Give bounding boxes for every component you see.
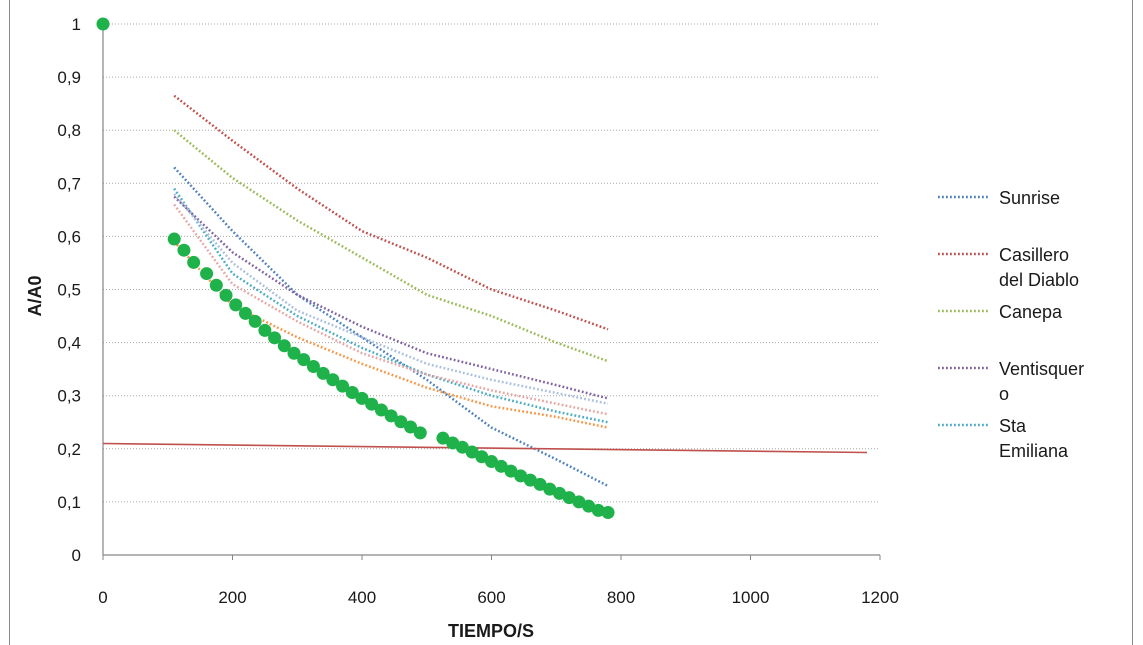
series-line-3 (173, 195, 609, 400)
legend-label: Ventisquer (999, 359, 1084, 379)
data-point (552, 486, 566, 500)
legend-label: Sta (999, 416, 1027, 436)
y-tick-label: 0,6 (57, 227, 81, 246)
data-point (494, 459, 508, 473)
series-line-0 (173, 166, 609, 488)
data-point (485, 455, 498, 469)
series-line-8 (102, 442, 868, 454)
x-tick-label: 200 (218, 588, 246, 607)
y-tick-label: 0,3 (57, 387, 81, 406)
data-point (601, 506, 615, 520)
legend-label: Emiliana (999, 441, 1069, 461)
y-tick-label: 0,2 (57, 440, 81, 459)
data-point (455, 440, 469, 454)
data-point (177, 243, 191, 257)
data-point (562, 491, 576, 505)
data-point (229, 298, 243, 312)
data-point (297, 353, 311, 367)
x-tick-label: 1000 (732, 588, 770, 607)
data-point (591, 503, 605, 517)
data-point (465, 445, 479, 459)
y-tick-label: 0 (72, 546, 81, 565)
data-point (167, 232, 181, 246)
data-point (209, 278, 223, 292)
data-point (543, 482, 557, 496)
data-point (384, 409, 398, 423)
x-tick-label: 400 (348, 588, 376, 607)
data-point (374, 403, 388, 417)
legend-label: Casillero (999, 245, 1069, 265)
data-point (268, 331, 282, 345)
legend-label: Sunrise (999, 188, 1060, 208)
data-point (504, 464, 518, 478)
data-point (248, 314, 262, 328)
y-tick-label: 0,9 (57, 68, 81, 87)
data-point (336, 379, 350, 393)
data-point (404, 420, 418, 434)
data-point (219, 288, 233, 302)
data-point (326, 373, 340, 387)
y-tick-label: 1 (72, 15, 81, 34)
data-point (365, 397, 379, 411)
data-point (514, 469, 528, 483)
data-point (187, 255, 201, 269)
legend-label: Canepa (999, 302, 1063, 322)
legend: Sunrise Casillero del Diablo Canepa Ventisqu… (938, 188, 1084, 461)
data-point (96, 17, 110, 31)
y-tick-label: 0,8 (57, 121, 81, 140)
y-tick-label: 0,1 (57, 493, 81, 512)
data-point (446, 436, 460, 450)
x-axis-title: TIEMPO/S (448, 621, 534, 641)
data-point (306, 359, 320, 373)
data-point (277, 339, 291, 353)
x-tick-label: 1200 (861, 588, 899, 607)
data-point (413, 426, 427, 440)
y-tick-label: 0,5 (57, 281, 81, 300)
data-point (355, 391, 369, 405)
grid-lines (103, 23, 880, 503)
data-series (102, 94, 868, 488)
data-point (316, 366, 330, 380)
legend-label: o (999, 384, 1009, 404)
y-tick-label: 0,7 (57, 174, 81, 193)
y-tick-label: 0,4 (57, 334, 81, 353)
y-axis-title: A/A0 (25, 275, 45, 316)
data-point (475, 450, 489, 464)
data-point (533, 477, 547, 491)
data-markers (96, 17, 615, 520)
data-point (345, 386, 359, 400)
chart-frame (9, 0, 1133, 645)
data-point (572, 495, 586, 509)
series-line-7 (173, 193, 609, 405)
data-point (258, 323, 272, 337)
legend-label: del Diablo (999, 270, 1079, 290)
x-tick-label: 0 (98, 588, 107, 607)
x-tick-label: 800 (607, 588, 635, 607)
data-point (436, 431, 450, 445)
data-point (582, 499, 596, 513)
series-line-1 (173, 94, 609, 331)
data-point (523, 473, 537, 487)
data-point (238, 306, 252, 320)
data-point (394, 415, 408, 429)
x-tick-labels: 0 200 400 600 800 1000 1200 (98, 555, 899, 607)
x-tick-label: 600 (477, 588, 505, 607)
data-point (200, 267, 214, 281)
series-line-2 (173, 129, 609, 363)
data-point (287, 346, 301, 360)
y-tick-labels: 0 0,1 0,2 0,3 0,4 0,5 0,6 0,7 0,8 0,9 1 (57, 15, 81, 565)
